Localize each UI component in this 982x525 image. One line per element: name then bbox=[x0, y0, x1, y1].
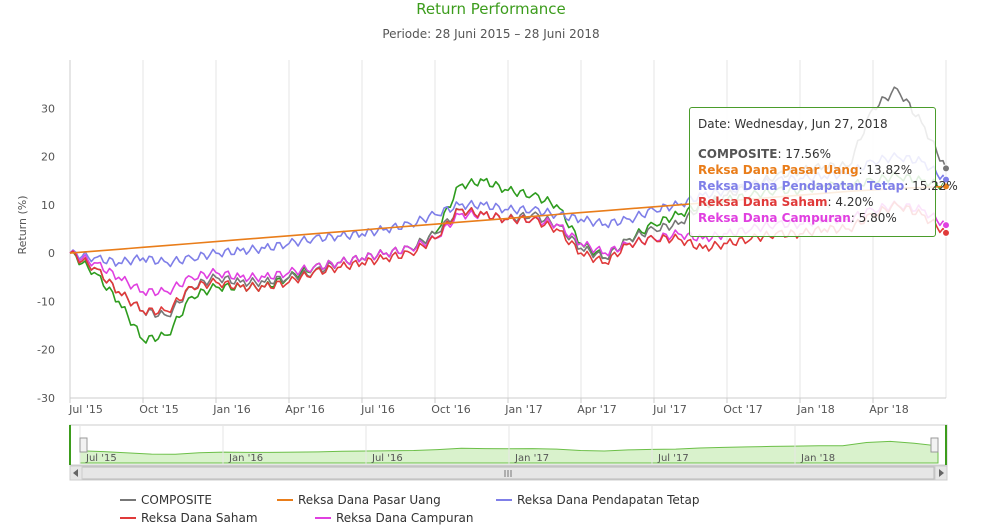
legend-item-pasar-uang[interactable]: Reksa Dana Pasar Uang bbox=[277, 493, 441, 507]
x-tick-label: Jul '17 bbox=[652, 403, 687, 416]
legend-label: Reksa Dana Pasar Uang bbox=[298, 493, 441, 507]
series-end-marker bbox=[942, 221, 950, 230]
legend-label: Reksa Dana Pendapatan Tetap bbox=[517, 493, 700, 507]
navigator-tick-label: Jan '17 bbox=[514, 453, 549, 464]
tooltip-row: Reksa Dana Pendapatan Tetap: 15.22% bbox=[698, 178, 958, 194]
tooltip-series-name: Reksa Dana Pasar Uang bbox=[698, 163, 859, 177]
legend-swatch bbox=[496, 499, 512, 501]
navigator-tick-label: Jan '16 bbox=[228, 453, 263, 464]
chart-title: Return Performance bbox=[416, 0, 566, 18]
navigator-tick-label: Jul '15 bbox=[85, 453, 117, 464]
tooltip-row: Reksa Dana Pasar Uang: 13.82% bbox=[698, 162, 927, 178]
y-tick-label: 30 bbox=[41, 102, 55, 115]
y-tick-label: -10 bbox=[37, 295, 55, 308]
x-tick-label: Apr '18 bbox=[869, 403, 909, 416]
x-tick-label: Apr '16 bbox=[285, 403, 325, 416]
x-tick-label: Jul '15 bbox=[68, 403, 103, 416]
y-tick-label: 0 bbox=[48, 247, 55, 260]
scrollbar-grip-icon bbox=[504, 470, 512, 477]
series-end-marker bbox=[942, 228, 950, 237]
legend-label: COMPOSITE bbox=[141, 493, 212, 507]
legend-swatch bbox=[315, 517, 331, 519]
tooltip-row: Reksa Dana Saham: 4.20% bbox=[698, 194, 927, 210]
legend-item-composite[interactable]: COMPOSITE bbox=[120, 493, 212, 507]
navigator-tick-label: Jul '16 bbox=[371, 453, 403, 464]
legend-label: Reksa Dana Campuran bbox=[336, 511, 474, 525]
legend-swatch bbox=[120, 499, 136, 501]
x-tick-label: Jul '16 bbox=[360, 403, 395, 416]
x-tick-label: Apr '17 bbox=[577, 403, 617, 416]
chart-subtitle: Periode: 28 Juni 2015 – 28 Juni 2018 bbox=[382, 27, 600, 41]
y-axis-label: Return (%) bbox=[16, 195, 29, 254]
x-axis-ticks: Jul '15 Oct '15 Jan '16 Apr '16 Jul '16 Oct '… bbox=[68, 398, 909, 416]
y-tick-label: -20 bbox=[37, 344, 55, 357]
series-end-marker bbox=[942, 164, 950, 173]
legend-item-campuran[interactable]: Reksa Dana Campuran bbox=[315, 511, 473, 525]
scroll-right-icon bbox=[939, 469, 944, 477]
y-tick-label: 10 bbox=[41, 199, 55, 212]
tooltip-date: Date: Wednesday, Jun 27, 2018 bbox=[698, 117, 888, 131]
tooltip: Date: Wednesday, Jun 27, 2018 COMPOSITE:… bbox=[689, 107, 958, 237]
navigator-handle-right[interactable] bbox=[930, 437, 939, 453]
navigator-tick-label: Jul '17 bbox=[657, 453, 689, 464]
tooltip-row: Reksa Dana Campuran: 5.80% bbox=[698, 210, 927, 226]
navigator-handle-left[interactable] bbox=[79, 437, 88, 453]
navigator-tick-label: Jan '18 bbox=[800, 453, 835, 464]
legend-swatch bbox=[277, 499, 293, 501]
legend-item-saham[interactable]: Reksa Dana Saham bbox=[120, 511, 258, 525]
scroll-left-icon bbox=[73, 469, 78, 477]
tooltip-series-name: Reksa Dana Campuran bbox=[698, 211, 851, 225]
tooltip-series-value: : 4.20% bbox=[827, 195, 874, 209]
legend-swatch bbox=[120, 517, 136, 519]
y-tick-label: 20 bbox=[41, 151, 55, 164]
x-tick-label: Jan '17 bbox=[504, 403, 542, 416]
x-tick-label: Oct '17 bbox=[723, 403, 763, 416]
x-tick-label: Jan '18 bbox=[796, 403, 834, 416]
tooltip-series-name: Reksa Dana Saham bbox=[698, 195, 828, 209]
tooltip-series-value: : 5.80% bbox=[850, 211, 897, 225]
y-axis-ticks: -30 -20 -10 0 10 20 30 bbox=[37, 102, 55, 405]
legend: COMPOSITE Reksa Dana Pasar Uang Reksa Da… bbox=[0, 488, 982, 525]
tooltip-series-value: : 17.56% bbox=[777, 147, 832, 161]
y-tick-label: -30 bbox=[37, 392, 55, 405]
x-tick-label: Oct '16 bbox=[431, 403, 471, 416]
tooltip-series-name: COMPOSITE bbox=[698, 147, 778, 161]
legend-label: Reksa Dana Saham bbox=[141, 511, 258, 525]
x-tick-label: Oct '15 bbox=[139, 403, 179, 416]
series-end-marker bbox=[942, 182, 950, 191]
navigator[interactable]: Jul '15 Jan '16 Jul '16 Jan '17 Jul '17 Jan '… bbox=[69, 424, 948, 481]
tooltip-series-name: Reksa Dana Pendapatan Tetap bbox=[698, 179, 905, 193]
legend-item-pendapatan-tetap[interactable]: Reksa Dana Pendapatan Tetap bbox=[496, 493, 699, 507]
tooltip-row: COMPOSITE: 17.56% bbox=[698, 146, 927, 162]
tooltip-series-value: : 15.22% bbox=[904, 179, 958, 193]
tooltip-series-value: : 13.82% bbox=[858, 163, 913, 177]
x-tick-label: Jan '16 bbox=[212, 403, 250, 416]
